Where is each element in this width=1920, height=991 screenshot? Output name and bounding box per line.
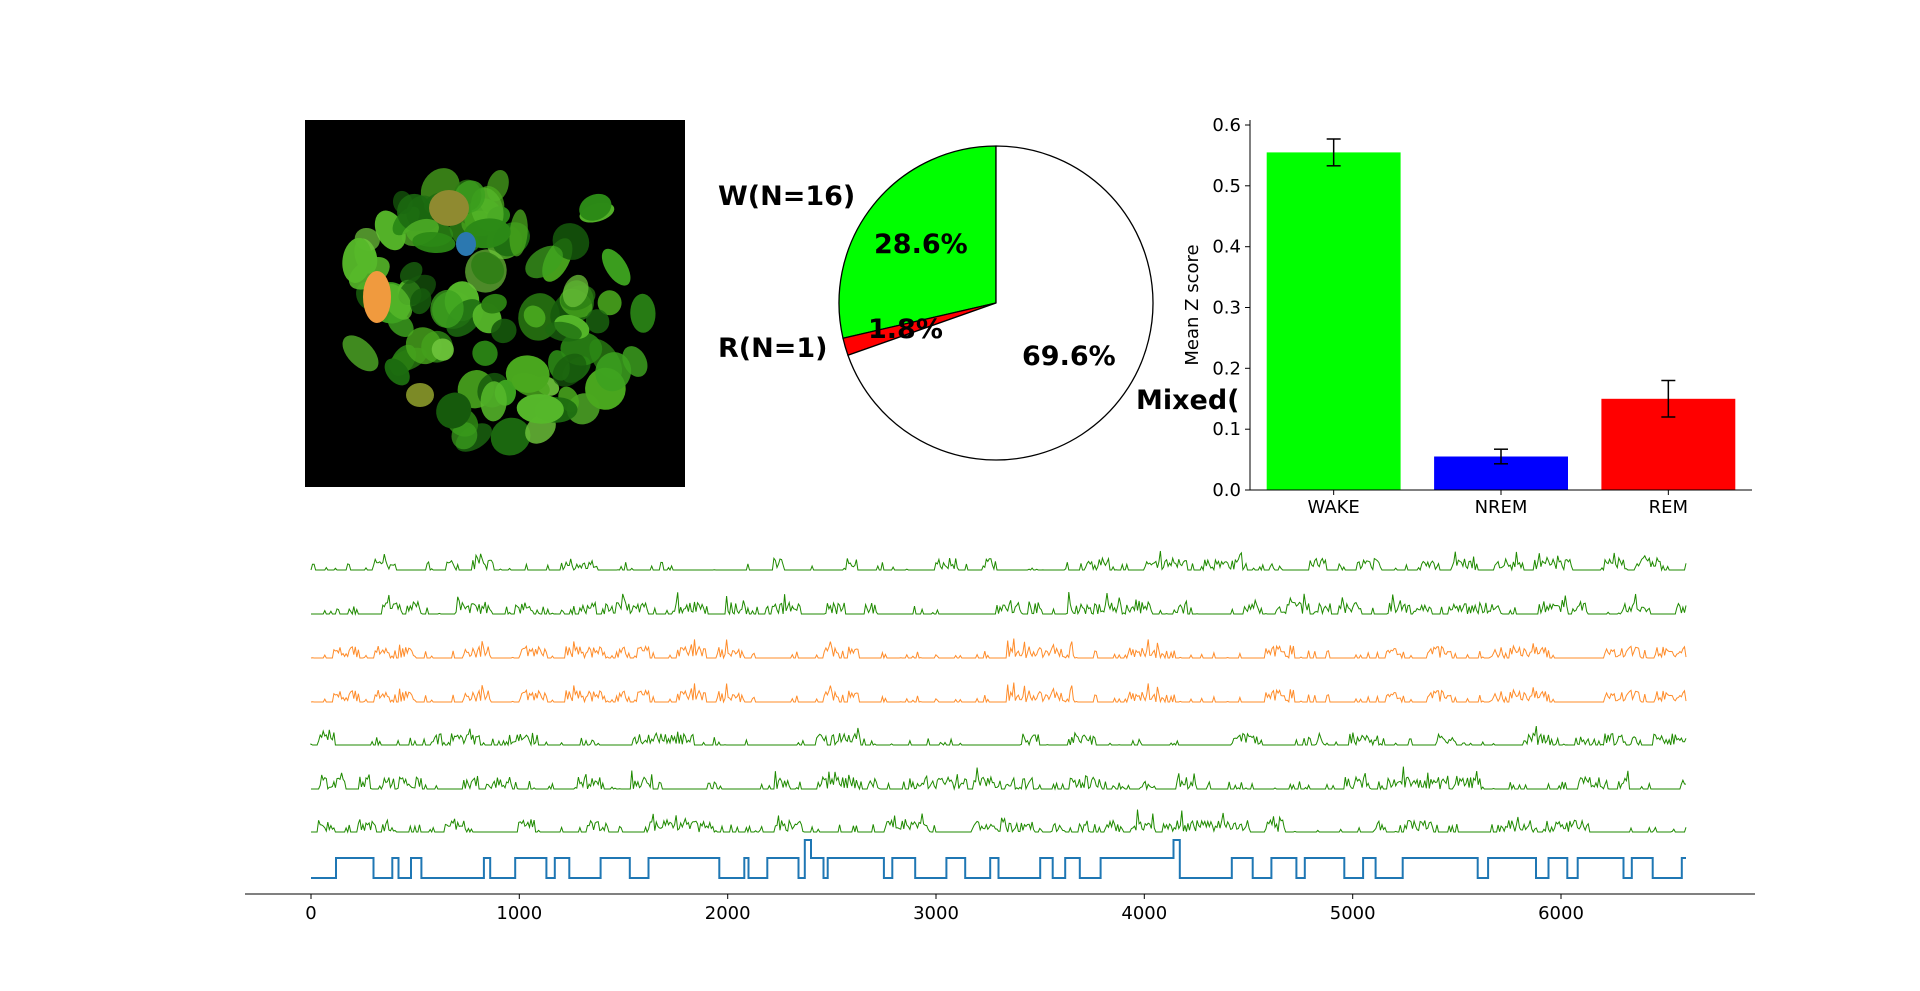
cell-shape [562,274,589,308]
cell-shape [481,293,507,314]
activity-trace [311,766,1687,791]
y-tick-label: 0.4 [1212,237,1241,258]
cell-shape-olive [429,190,469,226]
pie-pct-mixed: 69.6% [1022,341,1116,372]
pie-slice [847,145,1154,461]
activity-trace [311,809,1687,834]
x-tick-label: 1000 [496,903,542,924]
pie-chart: W(N=16) R(N=1) 28.6% 1.8% 69.6% [718,145,1154,461]
x-tick-label: 5000 [1330,903,1376,924]
y-tick-label: 0.3 [1212,298,1241,319]
activity-trace [310,638,1687,660]
pie-pct-wake: 28.6% [874,229,968,260]
x-tick-label: 4000 [1121,903,1167,924]
cell-shape [430,289,464,328]
cell-shape [412,231,456,254]
x-tick-label: WAKE [1308,497,1360,518]
y-tick-label: 0.5 [1212,176,1241,197]
cell-shape [342,237,372,283]
pie-label-wake: W(N=16) [718,181,855,212]
cell-shape [525,245,563,279]
cell-shape [579,193,612,221]
cell-shape [491,318,517,344]
cell-shape [523,305,546,328]
x-tick-label: REM [1649,497,1688,518]
pie-label-mixed: Mixed( [1136,385,1240,416]
cell-shape [511,373,550,398]
pie-pct-rem: 1.8% [868,314,943,345]
activity-trace [310,550,1687,572]
cell-shape-orange [363,271,391,323]
bar [1266,152,1401,490]
x-tick-label: 2000 [705,903,751,924]
x-tick-label: 0 [305,903,316,924]
activity-trace [310,682,1687,704]
cell-shape [480,381,507,422]
cell-shape [552,353,587,387]
cell-shape [451,422,478,450]
cell-shape [490,417,531,456]
cell-shape [630,293,656,333]
bar-chart: 0.0 0.1 0.2 0.3 0.4 0.5 0.6 WAKE NREM REM Mean Z… [1182,115,1752,518]
pie-slice [838,145,997,339]
y-tick-label: 0.1 [1212,419,1241,440]
x-tick-label: NREM [1475,497,1528,518]
cell-shape [509,209,528,257]
cell-shape [471,251,505,285]
bar-ylabel: Mean Z score [1182,244,1203,365]
cell-shape [595,352,632,392]
activity-trace [310,726,1687,747]
cell-shape [410,288,432,315]
cell-shape [601,248,631,286]
cell-map-image [305,120,685,487]
cell-shape [585,309,610,334]
pie-label-mixed-wrap: Mixed( [1136,385,1240,416]
cell-shape [436,392,472,429]
hypnogram-trace [311,839,1686,879]
activity-trace [311,591,1687,616]
cell-shape [342,335,379,372]
activity-traces: 0 1000 2000 3000 4000 5000 6000 [245,550,1755,924]
y-tick-label: 0.2 [1212,358,1241,379]
cell-shape [472,340,498,366]
cell-shape [516,394,564,424]
x-tick-label: 3000 [913,903,959,924]
cell-shape [622,346,648,377]
cell-shape-olive [406,383,434,407]
cell-shape-blue [456,232,476,256]
cell-shape [405,327,442,365]
cell-shape [384,358,410,386]
pie-label-rem: R(N=1) [718,333,827,364]
cell-shape [431,338,454,361]
x-tick-label: 6000 [1538,903,1584,924]
y-tick-label: 0.0 [1212,480,1241,501]
cell-shape [545,321,582,342]
y-tick-label: 0.6 [1212,115,1241,136]
cell-shape [597,290,622,316]
